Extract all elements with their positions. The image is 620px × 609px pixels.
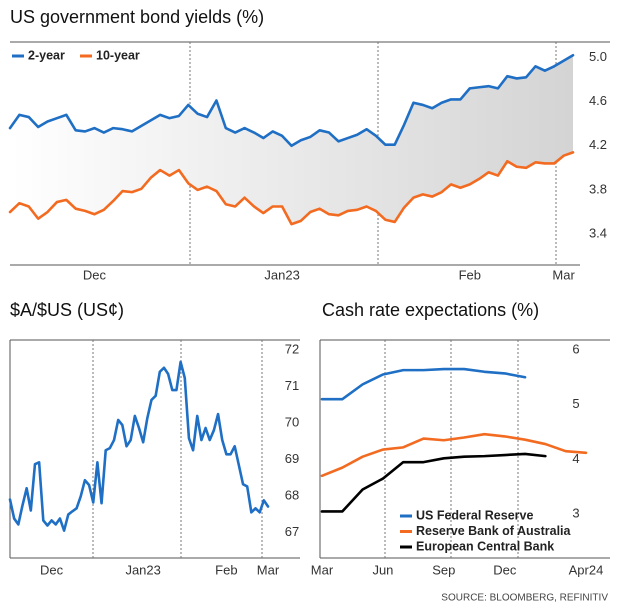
legend-label: European Central Bank: [416, 539, 554, 553]
y-tick-label: 67: [285, 524, 299, 539]
series-line: [320, 452, 547, 513]
y-tick-label: 72: [285, 341, 299, 356]
y-tick-label: 4.2: [589, 137, 607, 152]
legend-label: 2-year: [28, 48, 65, 62]
x-tick-label: Dec: [493, 562, 517, 577]
x-tick-label: Mar: [552, 267, 575, 282]
chart-title: Cash rate expectations (%): [322, 300, 539, 320]
legend-label: US Federal Reserve: [416, 508, 533, 522]
series-line: [8, 53, 575, 148]
legend-label: 10-year: [96, 48, 140, 62]
y-tick-label: 3.4: [589, 226, 607, 241]
x-tick-label: Jun: [372, 562, 393, 577]
x-tick-label: Dec: [40, 562, 64, 577]
x-tick-label: Feb: [459, 267, 481, 282]
y-tick-label: 5: [572, 396, 579, 411]
y-tick-label: 6: [572, 341, 579, 356]
x-tick-label: Apr24: [569, 562, 604, 577]
series-line: [8, 151, 575, 226]
x-tick-label: Dec: [83, 267, 107, 282]
y-tick-label: 5.0: [589, 49, 607, 64]
y-tick-label: 69: [285, 451, 299, 466]
series-line: [8, 360, 270, 532]
y-tick-label: 3.8: [589, 181, 607, 196]
source: SOURCE: BLOOMBERG, REFINITIV: [441, 593, 608, 604]
legend-label: Reserve Bank of Australia: [416, 524, 572, 538]
y-tick-label: 68: [285, 487, 299, 502]
y-tick-label: 3: [572, 506, 579, 521]
y-tick-label: 4.6: [589, 93, 607, 108]
x-tick-label: Sep: [432, 562, 455, 577]
x-tick-label: Feb: [215, 562, 237, 577]
spread-area: [10, 55, 573, 225]
series-line: [320, 367, 527, 401]
y-tick-label: 4: [572, 451, 579, 466]
series-line: [320, 432, 588, 478]
x-tick-label: Mar: [257, 562, 280, 577]
y-tick-label: 71: [285, 378, 299, 393]
y-tick-label: 70: [285, 414, 299, 429]
x-tick-label: Jan23: [264, 267, 299, 282]
x-tick-label: Jan23: [125, 562, 160, 577]
chart-title: US government bond yields (%): [10, 7, 264, 27]
x-tick-label: Mar: [311, 562, 334, 577]
chart-title: $A/$US (US¢): [10, 300, 124, 320]
